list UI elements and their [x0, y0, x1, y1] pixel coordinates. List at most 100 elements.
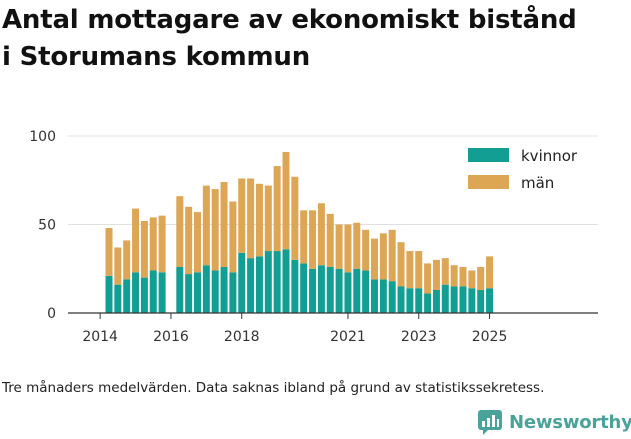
bar-kvinnor [459, 286, 467, 313]
newsworthy-logo[interactable]: Newsworthy [477, 407, 631, 437]
bar-kvinnor [441, 284, 449, 313]
bar-kvinnor [379, 279, 387, 313]
bar-kvinnor [291, 259, 299, 313]
footnote: Tre månaders medelvärden. Data saknas ib… [2, 380, 545, 396]
bar-man [326, 213, 334, 267]
x-tick-label: 2016 [153, 329, 189, 345]
bar-kvinnor [309, 268, 317, 313]
y-tick-label: 100 [29, 129, 56, 145]
legend-swatch-kvinnor [468, 148, 509, 162]
bar-man [255, 183, 263, 257]
bar-kvinnor [185, 274, 193, 313]
bar-kvinnor [450, 286, 458, 313]
gridlines [68, 135, 598, 225]
bar-man [291, 176, 299, 260]
bar-kvinnor [202, 265, 210, 313]
bar-man [132, 208, 140, 273]
bar-man [158, 215, 166, 273]
legend-label-kvinnor: kvinnor [521, 147, 578, 165]
newsworthy-logo-text: Newsworthy [509, 411, 631, 433]
bar-kvinnor [388, 281, 396, 313]
bar-kvinnor [317, 265, 325, 313]
bar-man [202, 185, 210, 266]
bar-kvinnor [105, 275, 113, 313]
bar-man [264, 185, 272, 252]
bar-kvinnor [353, 268, 361, 313]
x-tick-label: 2014 [82, 329, 118, 345]
bar-man [362, 229, 370, 271]
bar-kvinnor [132, 272, 140, 313]
bar-kvinnor [335, 268, 343, 313]
bar-kvinnor [432, 289, 440, 313]
newsworthy-logo-icon [478, 410, 502, 435]
bar-man [415, 251, 423, 289]
bar-man [477, 266, 485, 290]
bar-man [105, 228, 113, 276]
x-tick-label: 2021 [330, 329, 366, 345]
bar-man [468, 270, 476, 289]
bar-man [432, 259, 440, 290]
x-tick-label: 2018 [224, 329, 260, 345]
bar-man [424, 263, 432, 294]
legend: kvinnor män [468, 147, 578, 192]
bar-man [114, 247, 122, 285]
y-tick-label: 0 [47, 306, 56, 322]
bar-man [309, 210, 317, 269]
bar-man [149, 217, 157, 271]
bar-man [211, 189, 219, 271]
bar-kvinnor [158, 272, 166, 313]
bar-man [335, 224, 343, 269]
bar-man [140, 220, 148, 278]
x-tick-label: 2025 [472, 329, 508, 345]
axes: 0 50 100 2014 2016 2018 2021 2023 2025 [29, 129, 598, 345]
stacked-bar-chart: 0 50 100 2014 2016 2018 2021 2023 2025 kvinnor mä… [29, 129, 598, 345]
bar-man [441, 258, 449, 285]
bar-kvinnor [415, 288, 423, 313]
x-tick-label: 2023 [401, 329, 437, 345]
bar-kvinnor [211, 270, 219, 313]
bar-man [247, 178, 255, 259]
chart-title-line-1: Antal mottagare av ekonomiskt bistånd [2, 5, 577, 35]
bar-man [123, 240, 131, 280]
bar-man [353, 222, 361, 269]
bar-kvinnor [264, 251, 272, 313]
bar-kvinnor [123, 279, 131, 313]
bar-man [220, 182, 228, 267]
chart-title-line-2: i Storumans kommun [2, 42, 311, 72]
bar-kvinnor [255, 256, 263, 313]
bar-man [238, 178, 246, 253]
bar-kvinnor [220, 266, 228, 313]
bar-man [379, 233, 387, 280]
bar-kvinnor [326, 266, 334, 313]
bar-kvinnor [406, 288, 414, 313]
bar-man [317, 203, 325, 266]
bar-kvinnor [344, 272, 352, 313]
bar-kvinnor [486, 288, 494, 313]
bar-man [300, 210, 308, 264]
bars [105, 151, 494, 313]
bar-kvinnor [238, 252, 246, 313]
bar-kvinnor [140, 277, 148, 313]
bar-kvinnor [424, 293, 432, 313]
bar-man [406, 251, 414, 289]
bar-man [450, 265, 458, 287]
bar-kvinnor [114, 284, 122, 313]
y-tick-label: 50 [38, 218, 56, 234]
bar-kvinnor [397, 286, 405, 313]
bar-man [282, 151, 290, 250]
legend-label-man: män [521, 174, 554, 192]
bar-kvinnor [371, 279, 378, 313]
bar-kvinnor [247, 258, 255, 313]
bar-kvinnor [176, 266, 184, 313]
bar-kvinnor [273, 251, 281, 313]
bar-kvinnor [468, 288, 476, 313]
bar-man [388, 229, 396, 282]
bar-kvinnor [229, 272, 237, 313]
bar-man [185, 206, 193, 275]
legend-swatch-man [468, 175, 509, 189]
bar-kvinnor [149, 270, 157, 313]
bar-man [344, 224, 352, 273]
bar-kvinnor [362, 270, 370, 313]
bar-man [194, 212, 201, 273]
bar-man [397, 242, 405, 287]
